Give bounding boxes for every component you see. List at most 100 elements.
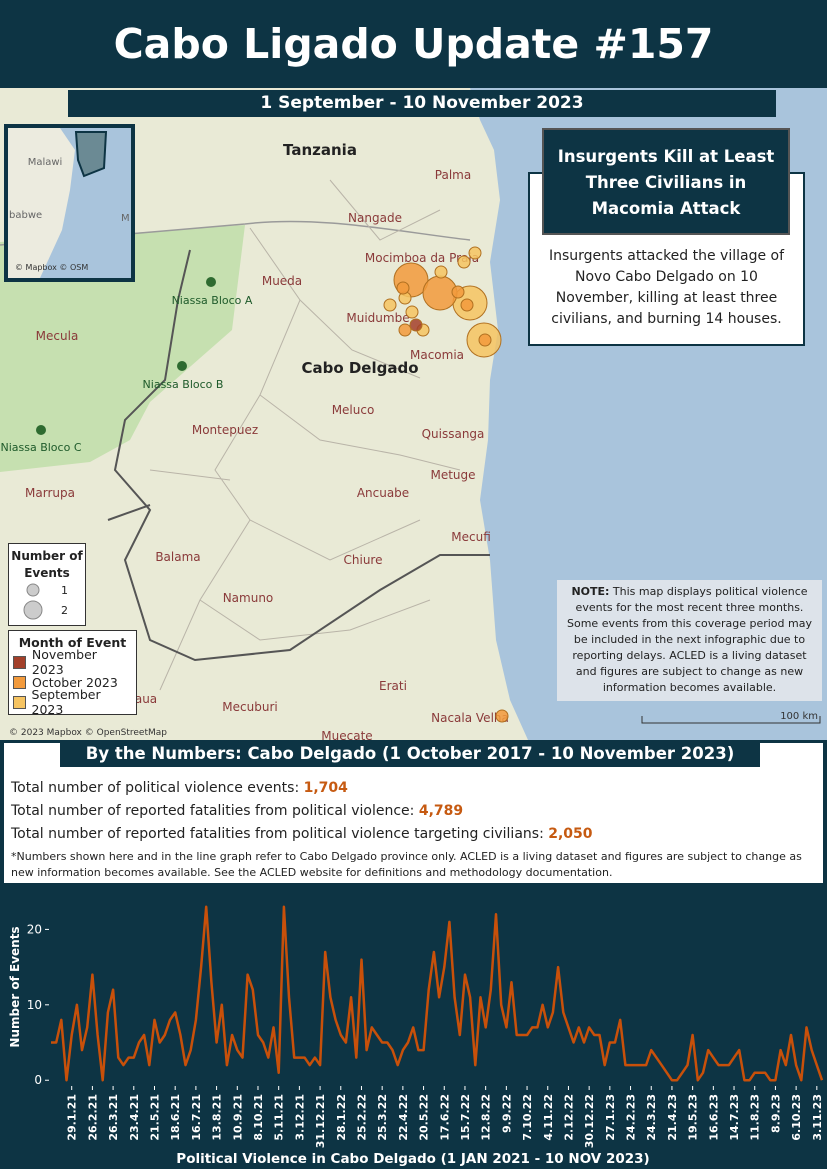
place-label: Palma [435, 168, 471, 182]
month-swatch [13, 655, 26, 669]
x-tick-label: 6.10.23 [790, 1094, 803, 1141]
place-label: Nangade [348, 211, 402, 225]
month-swatch [13, 675, 26, 689]
place-label: Metuge [430, 468, 475, 482]
x-tick-label: 4.11.22 [542, 1094, 555, 1141]
month-label: September 2023 [31, 687, 101, 717]
event-bubble [405, 305, 419, 319]
month-label: October 2023 [32, 674, 118, 690]
x-tick-label: 29.1.21 [66, 1094, 79, 1141]
country-label: Tanzania [283, 141, 357, 159]
x-tick-label: 27.1.23 [604, 1094, 617, 1141]
inset-label: babwe [9, 210, 42, 221]
event-bubble [457, 255, 471, 269]
place-label: Chiure [344, 553, 383, 567]
place-label: Mecula [36, 329, 79, 343]
scale-label: 100 km [780, 711, 818, 722]
province-label: Cabo Delgado [301, 359, 418, 377]
footnote: *Numbers shown here and in the line grap… [11, 850, 802, 879]
x-tick-label: 16.6.23 [707, 1094, 720, 1141]
place-label: Erati [379, 679, 407, 693]
number-label: Total number of political violence event… [11, 780, 300, 796]
inset-label: M [121, 213, 130, 224]
size-legend-mark [26, 583, 40, 597]
place-label: Montepuez [192, 423, 258, 437]
place-label: Muidumbe [346, 311, 409, 325]
month-legend: Month of Event November 2023 October 2023 S… [8, 630, 137, 717]
note: NOTE: This map displays political violen… [557, 580, 822, 701]
x-tick-label: 17.6.22 [438, 1094, 451, 1141]
place-label: Mecuburi [222, 700, 277, 714]
numbers-title: By the Numbers: Cabo Delgado (1 October … [60, 741, 760, 767]
number-value: 1,704 [303, 780, 348, 796]
number-row: Total number of political violence event… [11, 777, 816, 800]
place-label: aua [135, 692, 157, 706]
x-tick-label: 7.10.22 [521, 1094, 534, 1141]
x-tick-label: 16.7.21 [190, 1094, 203, 1141]
x-tick-label: 5.11.21 [273, 1094, 286, 1141]
place-label: Muecate [321, 729, 372, 743]
number-value: 2,050 [548, 826, 593, 842]
x-tick-label: 20.5.22 [418, 1094, 431, 1141]
x-tick-label: 26.2.21 [86, 1094, 99, 1141]
x-tick-label: 11.8.23 [749, 1094, 762, 1141]
month-legend-title: Month of Event [18, 635, 127, 650]
road [107, 249, 490, 662]
page-title: Cabo Ligado Update #157 [113, 20, 714, 68]
month-legend-entry: September 2023 [13, 687, 132, 717]
month-legend-entry: October 2023 [13, 672, 132, 692]
place-label: Mecufi [451, 530, 491, 544]
x-tick-label: 14.7.23 [728, 1094, 741, 1141]
map-credit: © 2023 Mapbox © OpenStreetMap [9, 728, 167, 738]
events [383, 246, 509, 723]
month-label: November 2023 [31, 647, 97, 677]
size-legend-title: Number of Events [11, 549, 83, 580]
scale-bar [641, 716, 821, 724]
line [51, 905, 824, 1082]
x-tick-label: 25.3.22 [376, 1094, 389, 1141]
event-bubble [434, 265, 448, 279]
size-legend-mark [23, 600, 43, 620]
place-label: Balama [155, 550, 200, 564]
reserve-area [0, 225, 245, 472]
x-tick-label: 8.10.21 [252, 1094, 265, 1141]
month-swatch [13, 695, 26, 709]
inset-map: Malawi babwe M © Mapbox © OSM [4, 124, 135, 282]
x-tick-label: 13.8.21 [211, 1094, 224, 1141]
place-label: Ancuabe [357, 486, 409, 500]
size-legend-marks: 12 [23, 583, 68, 620]
x-axis-title: Political Violence in Cabo Delgado (1 JA… [176, 1151, 649, 1167]
month-legend-entry: November 2023 [13, 647, 132, 677]
reserve-label: Niassa Bloco A [172, 294, 253, 307]
number-row: Total number of reported fatalities from… [11, 823, 816, 846]
district-borders [149, 179, 461, 691]
period-banner: 1 September - 10 November 2023 [68, 90, 776, 117]
x-tick-label: 19.5.23 [687, 1094, 700, 1141]
number-label: Total number of reported fatalities from… [11, 803, 415, 819]
x-tick-label: 15.7.22 [459, 1094, 472, 1141]
y-tick-label: 0 [34, 1073, 42, 1087]
inset-credit: © Mapbox © OSM [15, 263, 88, 272]
place-label: Meluco [332, 403, 375, 417]
x-tick-label: 10.9.21 [231, 1094, 244, 1141]
x-tick-label: 30.12.22 [583, 1094, 596, 1148]
number-label: Total number of reported fatalities from… [11, 826, 544, 842]
place-label: Nacala Velha [431, 711, 509, 725]
x-tick-label: 9.9.22 [500, 1094, 513, 1133]
event-bubble [468, 246, 482, 260]
number-row: Total number of reported fatalities from… [11, 800, 816, 823]
place-label: Marrupa [25, 486, 75, 500]
event-bubble [396, 281, 410, 295]
x-tick-label: 3.12.21 [293, 1094, 306, 1141]
y-tick-label: 20 [27, 922, 42, 936]
x-tick-label: 24.3.23 [645, 1094, 658, 1141]
x-tick-label: 28.1.22 [335, 1094, 348, 1141]
x-tick-label: 25.2.22 [355, 1094, 368, 1141]
x-tick-label: 26.3.21 [107, 1094, 120, 1141]
inset-label: Malawi [28, 157, 63, 168]
x-tick-label: 21.5.21 [148, 1094, 161, 1141]
event-bubble [460, 298, 474, 312]
trees [36, 277, 216, 435]
x-tick-label: 12.8.22 [480, 1094, 493, 1141]
